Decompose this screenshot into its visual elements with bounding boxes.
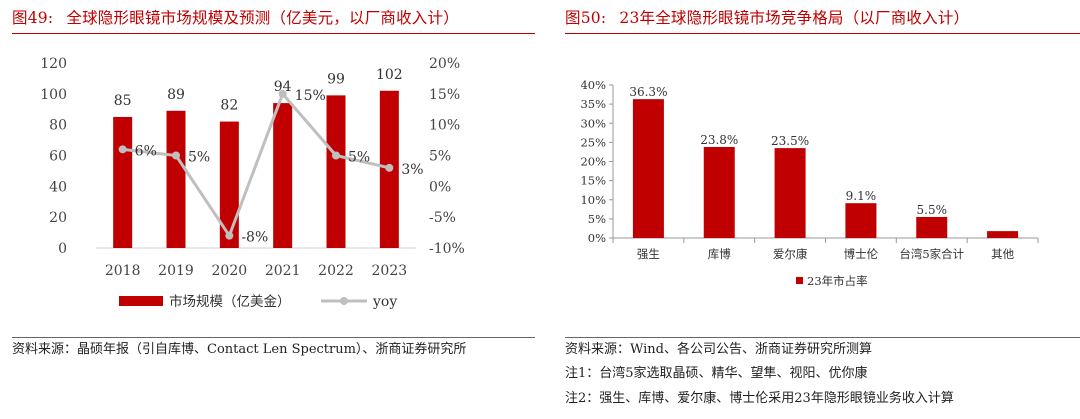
- figure-50-note-3: 注2：强生、库博、爱尔康、博士伦采用23年隐形眼镜业务收入计算: [565, 391, 954, 406]
- figure-50-title-text: 23年全球隐形眼镜市场竞争格局（以厂商收入计）: [619, 9, 970, 27]
- bar-data-label: 5.5%: [917, 203, 948, 217]
- x-tick-label: 强生: [637, 247, 660, 261]
- yoy-point: [225, 231, 234, 240]
- figure-50-note-1: 资料来源：Wind、各公司公告、浙商证券研究所测算: [565, 342, 872, 357]
- y-tick-label: 20%: [580, 155, 606, 169]
- bar-data-label: 9.1%: [846, 189, 877, 203]
- yoy-data-label: 5%: [348, 150, 370, 166]
- y-left-tick-label: 100: [40, 87, 67, 103]
- market-size-chart: 0 20 40 60 80 100 120 -10% -5% 0% 5% 10% 15% 20% 2018 2…: [40, 56, 465, 310]
- y-right-tick-label: -5%: [429, 210, 456, 226]
- figure-49-title: 图49: 全球隐形眼镜市场规模及预测（亿美元，以厂商收入计）: [12, 6, 540, 28]
- figure-49-panel: 图49: 全球隐形眼镜市场规模及预测（亿美元，以厂商收入计） 0 20 40 60 80…: [12, 6, 540, 357]
- bar: [916, 216, 948, 238]
- figure-50-source-rule: [565, 337, 1080, 338]
- x-tick-label: 库博: [708, 247, 731, 261]
- bar: [845, 203, 877, 238]
- bar-data-label: 102: [376, 67, 403, 83]
- market-share-chart: 0% 5% 10% 15% 20% 25% 30% 35% 40% 强生 库博 爱尔康 博士伦 台湾5家合…: [580, 78, 1039, 288]
- y-right-tick-label: 0%: [429, 179, 451, 195]
- x-tick-label: 2020: [212, 263, 248, 279]
- y-right-tick-label: -10%: [429, 241, 465, 257]
- legend-swatch: [796, 277, 803, 284]
- yoy-data-label: 6%: [135, 143, 157, 159]
- figure-50-title-rule: [565, 33, 1080, 34]
- bar-data-label: 36.3%: [629, 85, 667, 99]
- legend-bar-label: 市场规模（亿美金）: [169, 293, 291, 310]
- x-tick-label: 台湾5家合计: [899, 247, 964, 261]
- y-tick-label: 0%: [588, 231, 606, 245]
- yoy-point: [332, 151, 340, 160]
- yoy-point: [385, 163, 394, 172]
- y-left-tick-label: 80: [49, 118, 67, 134]
- y-left-tick-label: 0: [58, 241, 67, 257]
- yoy-data-label: 5%: [188, 150, 210, 166]
- yoy-data-label: -8%: [241, 230, 268, 246]
- figure-49-title-rule: [12, 33, 535, 34]
- x-tick-label: 其他: [991, 247, 1014, 261]
- bar: [703, 146, 735, 238]
- legend-label: 23年市占率: [807, 274, 868, 288]
- bar: [219, 121, 239, 248]
- bar-data-label: 85: [114, 93, 132, 109]
- y-left-tick-label: 40: [49, 179, 67, 195]
- bar: [987, 231, 1019, 238]
- legend-line-marker: [340, 297, 348, 305]
- y-tick-label: 15%: [580, 174, 606, 188]
- figure-49-label: 图49:: [12, 9, 54, 27]
- x-tick-label: 爱尔康: [773, 247, 808, 261]
- bar-data-label: 23.5%: [771, 134, 809, 148]
- figure-50-label: 图50:: [565, 9, 607, 27]
- y-tick-label: 30%: [580, 116, 606, 130]
- x-tick-label: 2022: [318, 263, 354, 279]
- x-tick-label: 2023: [372, 263, 408, 279]
- y-right-tick-label: 5%: [429, 149, 451, 165]
- bar-data-label: 89: [167, 87, 185, 103]
- yoy-point: [172, 151, 180, 160]
- bar-data-label: 82: [220, 98, 238, 114]
- figure-50-note-2: 注1：台湾5家选取晶硕、精华、望隼、视阳、优你康: [565, 366, 868, 381]
- y-left-tick-label: 120: [40, 56, 67, 72]
- y-tick-label: 40%: [580, 78, 606, 92]
- yoy-data-label: 3%: [401, 162, 423, 178]
- figure-49-source-rule: [12, 337, 535, 338]
- bar-data-label: 23.8%: [700, 133, 738, 147]
- bar: [113, 116, 133, 248]
- legend-bar-swatch: [119, 296, 163, 306]
- y-tick-label: 10%: [580, 193, 606, 207]
- yoy-point: [118, 145, 127, 154]
- x-tick-label: 博士伦: [844, 247, 879, 261]
- yoy-point: [278, 89, 287, 98]
- y-tick-label: 5%: [588, 212, 606, 226]
- legend-line-label: yoy: [372, 294, 397, 310]
- x-tick-label: 2021: [265, 263, 301, 279]
- bar: [632, 99, 664, 238]
- y-right-tick-label: 15%: [429, 87, 460, 103]
- y-tick-label: 25%: [580, 135, 606, 149]
- figure-49-source: 资料来源：晶硕年报（引自库博、Contact Len Spectrum）、浙商证…: [12, 342, 467, 357]
- figure-49-title-text: 全球隐形眼镜市场规模及预测（亿美元，以厂商收入计）: [66, 9, 459, 27]
- bar: [774, 148, 806, 238]
- bar: [326, 95, 346, 248]
- y-right-tick-label: 20%: [429, 56, 460, 72]
- bar: [166, 110, 186, 249]
- yoy-line: [122, 90, 390, 239]
- y-right-tick-label: 10%: [429, 118, 460, 134]
- bar-data-label: 94: [274, 79, 292, 95]
- y-left-tick-label: 20: [49, 210, 67, 226]
- x-tick-label: 2019: [158, 263, 194, 279]
- y-tick-label: 35%: [580, 97, 606, 111]
- figure-50-title: 图50: 23年全球隐形眼镜市场竞争格局（以厂商收入计）: [565, 6, 1080, 28]
- figure-50-panel: 图50: 23年全球隐形眼镜市场竞争格局（以厂商收入计） 0% 5% 10% 15% 2…: [553, 0, 1080, 419]
- yoy-data-label: 15%: [295, 88, 326, 104]
- y-left-tick-label: 60: [49, 149, 67, 165]
- x-tick-label: 2018: [105, 263, 141, 279]
- bar: [273, 103, 293, 248]
- bar-data-label: 99: [327, 71, 345, 87]
